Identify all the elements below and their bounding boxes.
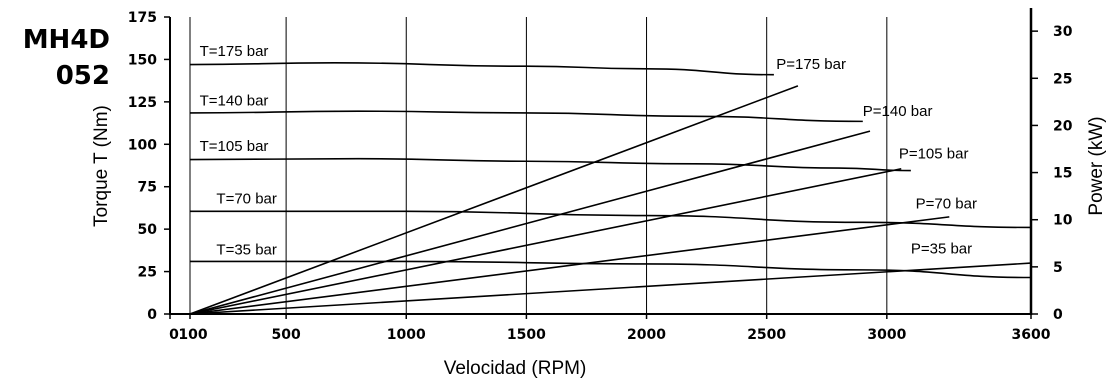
torque-curve bbox=[189, 62, 774, 76]
model-label: MH4D 052 bbox=[0, 22, 110, 94]
grid bbox=[189, 17, 1032, 314]
x-tick-label: 3600 bbox=[1012, 327, 1051, 343]
model-name: MH4D bbox=[22, 25, 110, 55]
power-line bbox=[189, 168, 902, 315]
power-line-label: P=140 bar bbox=[863, 103, 933, 120]
y-right-tick-label: 10 bbox=[1053, 213, 1073, 229]
torque-curve-label: T=70 bar bbox=[216, 191, 276, 208]
x-tick-label: 2000 bbox=[627, 327, 666, 343]
axes bbox=[164, 8, 1038, 319]
y-left-tick-label: 50 bbox=[138, 222, 158, 238]
y-right-tick-label: 30 bbox=[1053, 24, 1073, 40]
x-tick-label: 2500 bbox=[747, 327, 786, 343]
y-left-tick-label: 75 bbox=[138, 180, 157, 196]
y-axis-label-right: Power (kW) bbox=[1086, 116, 1107, 215]
y-right-tick-label: 0 bbox=[1053, 307, 1063, 323]
x-tick-label: 3000 bbox=[867, 327, 906, 343]
y-left-tick-label: 125 bbox=[128, 95, 157, 111]
x-tick-label: 500 bbox=[271, 327, 300, 343]
power-line bbox=[189, 85, 799, 315]
x-tick-label: 100 bbox=[178, 327, 207, 343]
y-left-tick-label: 150 bbox=[128, 52, 157, 68]
y-right-tick-label: 25 bbox=[1053, 71, 1072, 87]
y-right-tick-label: 20 bbox=[1053, 118, 1073, 134]
power-line bbox=[189, 216, 950, 315]
torque-curve-label: T=175 bar bbox=[200, 43, 269, 60]
torque-curve-label: T=105 bar bbox=[200, 138, 269, 155]
power-line-label: P=105 bar bbox=[899, 145, 969, 162]
x-tick-label: 0 bbox=[169, 327, 179, 343]
curves bbox=[189, 62, 1032, 315]
torque-curve bbox=[190, 210, 1032, 229]
power-line-label: P=70 bar bbox=[916, 195, 977, 212]
y-left-tick-label: 175 bbox=[128, 10, 157, 26]
torque-curve bbox=[190, 260, 1032, 279]
model-number: 052 bbox=[55, 61, 110, 91]
x-axis-label: Velocidad (RPM) bbox=[444, 358, 587, 379]
torque-curve bbox=[189, 110, 863, 123]
power-line bbox=[189, 262, 1032, 315]
torque-curve-label: T=35 bar bbox=[216, 242, 276, 259]
torque-curve-label: T=140 bar bbox=[200, 92, 269, 109]
power-line-label: P=175 bar bbox=[776, 56, 846, 73]
torque-curve bbox=[189, 157, 911, 172]
power-line-label: P=35 bar bbox=[911, 241, 972, 258]
y-left-tick-label: 0 bbox=[147, 307, 157, 323]
x-tick-label: 1000 bbox=[387, 327, 426, 343]
x-tick-label: 1500 bbox=[507, 327, 546, 343]
y-axis-label-left: Torque T (Nm) bbox=[91, 105, 112, 227]
y-right-tick-label: 15 bbox=[1053, 166, 1072, 182]
y-left-tick-label: 25 bbox=[138, 265, 157, 281]
power-line bbox=[189, 130, 871, 315]
curve-labels: T=175 bar T=140 bar T=105 bar T=70 bar T=35 … bbox=[200, 43, 977, 259]
y-right-tick-label: 5 bbox=[1053, 260, 1063, 276]
y-left-tick-label: 100 bbox=[128, 137, 157, 153]
